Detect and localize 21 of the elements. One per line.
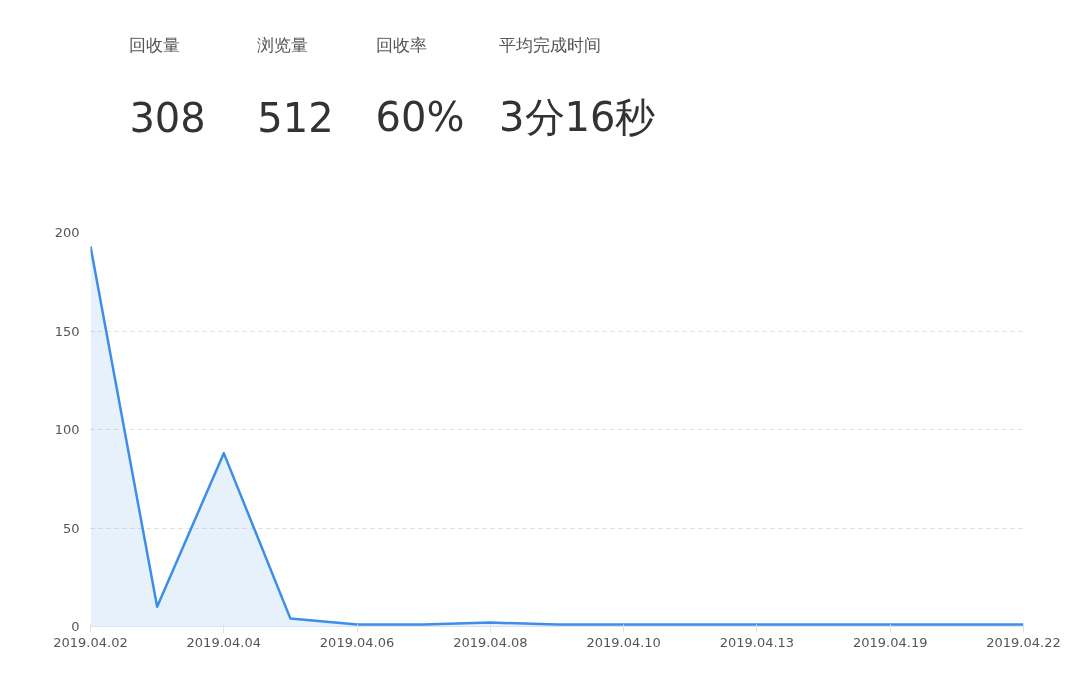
- text: 平均完成时间: [499, 35, 602, 56]
- x-tick-label: 2019.04.06: [319, 634, 395, 650]
- y-tick-label: 200: [54, 225, 80, 240]
- text: 回收量: [129, 35, 181, 56]
- text: 回收率: [375, 35, 427, 56]
- x-tick-label: 2019.04.19: [853, 634, 928, 650]
- text: 浏览量: [257, 35, 309, 56]
- x-tick-label: 2019.04.13: [719, 634, 795, 650]
- text: 512: [257, 94, 334, 141]
- y-tick-label: 100: [54, 422, 80, 437]
- x-tick-label: 2019.04.02: [53, 634, 128, 650]
- y-tick-label: 50: [62, 520, 80, 536]
- text: 3分16秒: [499, 93, 656, 140]
- text: 308: [129, 94, 206, 141]
- x-tick-label: 2019.04.10: [586, 634, 661, 650]
- x-tick-label: 2019.04.04: [186, 634, 262, 650]
- text: 60%: [375, 93, 465, 140]
- y-tick-label: 150: [54, 323, 80, 339]
- x-tick-label: 2019.04.22: [986, 634, 1061, 650]
- y-tick-label: 0: [71, 619, 80, 634]
- x-tick-label: 2019.04.08: [453, 634, 528, 650]
